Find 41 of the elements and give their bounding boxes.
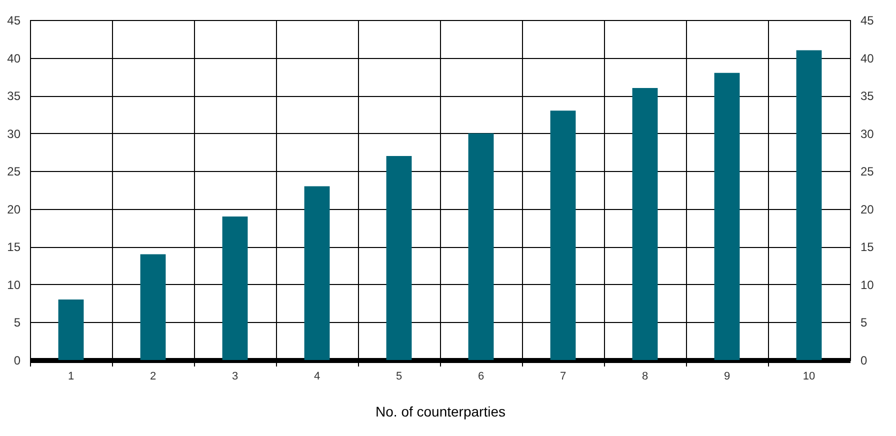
x-tick-label: 4 <box>314 370 320 382</box>
bar <box>140 254 166 360</box>
y-tick-label: 40 <box>7 51 21 66</box>
x-tick-label: 6 <box>478 370 484 382</box>
y-tick-label: 20 <box>7 202 21 216</box>
bar <box>714 72 740 360</box>
bar <box>386 156 412 360</box>
x-tick-label: 1 <box>68 370 74 382</box>
y2-tick-label: 10 <box>860 278 874 292</box>
y2-tick-label: 0 <box>860 354 868 368</box>
bar <box>58 300 84 360</box>
x-tick-label: 10 <box>802 370 816 382</box>
x-tick-label: 3 <box>232 370 238 382</box>
x-tick-label: 5 <box>396 370 402 382</box>
bar <box>550 110 576 360</box>
y2-tick-label: 5 <box>860 316 868 330</box>
bar <box>796 50 822 360</box>
y2-tick-label: 30 <box>860 126 874 141</box>
y-tick-label: 0 <box>14 354 21 368</box>
x-tick-label: 9 <box>724 370 730 382</box>
bar <box>632 88 658 360</box>
bar <box>222 216 248 360</box>
y-tick-label: 5 <box>14 316 21 330</box>
x-axis-title: No. of counterparties <box>376 404 506 420</box>
y-tick-label: 30 <box>7 126 21 141</box>
y-tick-label: 25 <box>7 164 21 179</box>
y2-tick-label: 20 <box>860 202 874 216</box>
y2-tick-label: 15 <box>860 240 874 254</box>
y-tick-label: 45 <box>7 14 21 28</box>
y-tick-label: 35 <box>7 89 21 104</box>
y-tick-label: 10 <box>7 278 21 292</box>
y2-tick-label: 45 <box>860 14 874 28</box>
x-tick-label: 8 <box>642 370 648 382</box>
bar <box>304 186 330 360</box>
x-tick-label: 7 <box>560 370 566 382</box>
bar <box>468 133 494 360</box>
y2-tick-label: 35 <box>860 89 874 104</box>
x-tick-label: 2 <box>150 370 156 382</box>
y2-tick-label: 40 <box>860 51 874 66</box>
y2-tick-label: 25 <box>860 164 874 179</box>
y-tick-label: 15 <box>7 240 21 254</box>
